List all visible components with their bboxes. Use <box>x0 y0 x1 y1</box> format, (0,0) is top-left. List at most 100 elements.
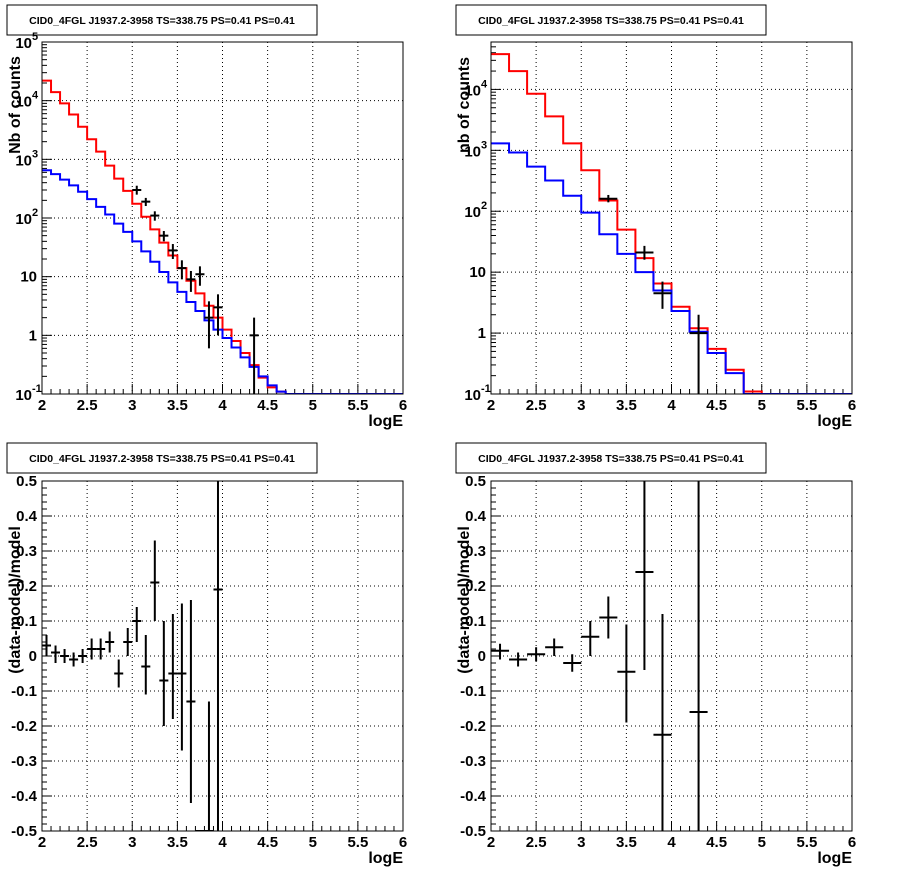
y-tick-label: -0.3 <box>460 753 486 770</box>
x-tick-label: 6 <box>399 397 407 414</box>
model-component-step-line <box>42 169 403 394</box>
x-axis-label: logE <box>817 413 852 430</box>
y-tick-label: 10 <box>15 152 32 169</box>
y-tick-label: 0.4 <box>16 508 38 525</box>
x-tick-label: 5 <box>758 834 766 851</box>
chart-title: CID0_4FGL J1937.2-3958 TS=338.75 PS=0.41… <box>29 15 295 27</box>
y-tick-label: 10 <box>464 387 481 404</box>
chart-title: CID0_4FGL J1937.2-3958 TS=338.75 PS=0.41… <box>478 453 744 465</box>
plot-frame <box>490 480 853 832</box>
x-tick-label: 6 <box>848 834 856 851</box>
top-left-spectrum-panel: CID0_4FGL J1937.2-3958 TS=338.75 PS=0.41… <box>6 4 407 430</box>
series-group <box>42 79 403 394</box>
chart-title: CID0_4FGL J1937.2-3958 TS=338.75 PS=0.41… <box>478 15 744 27</box>
x-tick-label: 3 <box>577 834 585 851</box>
x-tick-label: 5.5 <box>796 834 817 851</box>
y-tick-label: -0.1 <box>460 683 486 700</box>
x-tick-label: 2 <box>487 834 495 851</box>
y-tick-label: 10 <box>15 35 32 52</box>
model-component-step-line <box>491 142 852 394</box>
y-tick-label: -0.5 <box>460 823 486 840</box>
y-axis-label: (data-model)/model <box>7 526 24 674</box>
top-right-spectrum-panel: CID0_4FGL J1937.2-3958 TS=338.75 PS=0.41… <box>455 4 856 430</box>
x-tick-label: 2.5 <box>526 397 547 414</box>
x-axis-label: logE <box>368 850 403 867</box>
x-tick-label: 4.5 <box>706 834 727 851</box>
y-tick-label-exponent: 2 <box>481 200 487 212</box>
x-tick-label: 4.5 <box>706 397 727 414</box>
y-tick-label: 10 <box>464 143 481 160</box>
y-tick-label: 0 <box>29 648 37 665</box>
y-tick-label: -0.2 <box>11 718 37 735</box>
y-tick-label: -0.3 <box>11 753 37 770</box>
y-tick-label: 0.2 <box>465 578 486 595</box>
x-tick-label: 5 <box>758 397 766 414</box>
x-axis-label: logE <box>368 413 403 430</box>
x-tick-label: 4.5 <box>257 397 278 414</box>
x-tick-label: 3 <box>577 397 585 414</box>
x-tick-label: 4 <box>667 834 676 851</box>
y-tick-label: 10 <box>469 264 486 281</box>
y-tick-label: 0.5 <box>16 473 37 490</box>
y-tick-label: 10 <box>15 387 32 404</box>
y-tick-label: -0.5 <box>11 823 37 840</box>
x-tick-label: 3 <box>128 834 136 851</box>
y-tick-label: -0.1 <box>11 683 37 700</box>
y-tick-label-exponent: -1 <box>481 383 491 395</box>
x-tick-label: 4 <box>667 397 676 414</box>
series-group <box>491 481 708 831</box>
x-tick-label: 5.5 <box>796 397 817 414</box>
plot-frame <box>490 41 853 395</box>
x-tick-label: 6 <box>399 834 407 851</box>
y-tick-label-exponent: -1 <box>32 383 42 395</box>
y-tick-label: -0.4 <box>460 788 487 805</box>
y-tick-label: 10 <box>20 269 37 286</box>
model-total-step-line <box>42 79 403 394</box>
x-tick-label: 3.5 <box>616 397 637 414</box>
plot-frame <box>41 480 404 832</box>
bottom-left-residual-panel: CID0_4FGL J1937.2-3958 TS=338.75 PS=0.41… <box>6 442 407 867</box>
x-tick-label: 2 <box>38 834 46 851</box>
y-axis-label: Nb of counts <box>7 56 24 154</box>
y-tick-label-exponent: 3 <box>481 139 487 151</box>
chart-title: CID0_4FGL J1937.2-3958 TS=338.75 PS=0.41… <box>29 453 295 465</box>
x-tick-label: 3.5 <box>167 397 188 414</box>
y-tick-label: 0.3 <box>16 543 37 560</box>
y-tick-label-exponent: 5 <box>32 31 38 43</box>
x-tick-label: 5.5 <box>347 397 368 414</box>
title-box <box>455 442 767 474</box>
x-tick-label: 5 <box>309 397 317 414</box>
y-tick-label-exponent: 4 <box>32 90 39 102</box>
bottom-right-residual-panel: CID0_4FGL J1937.2-3958 TS=338.75 PS=0.41… <box>455 442 856 867</box>
series-group <box>491 53 852 394</box>
y-axis-label: (data-model)/model <box>456 526 473 674</box>
x-tick-label: 4 <box>218 834 227 851</box>
y-tick-label: 0.2 <box>16 578 37 595</box>
y-tick-label: 0.5 <box>465 473 486 490</box>
y-tick-label: 1 <box>478 325 486 342</box>
y-tick-label: 0.1 <box>465 613 486 630</box>
plot-frame <box>41 41 404 395</box>
y-tick-label: 0.4 <box>465 508 487 525</box>
y-tick-label: 1 <box>29 327 37 344</box>
x-tick-label: 3.5 <box>616 834 637 851</box>
x-tick-label: 2 <box>487 397 495 414</box>
y-tick-label-exponent: 4 <box>481 78 488 90</box>
title-box <box>6 442 318 474</box>
y-tick-label: -0.2 <box>460 718 486 735</box>
x-tick-label: 2.5 <box>526 834 547 851</box>
y-tick-label: 10 <box>464 82 481 99</box>
x-tick-label: 4 <box>218 397 227 414</box>
x-axis-label: logE <box>817 850 852 867</box>
y-tick-label: 0.3 <box>465 543 486 560</box>
x-tick-label: 2.5 <box>77 834 98 851</box>
x-tick-label: 2.5 <box>77 397 98 414</box>
y-tick-label-exponent: 2 <box>32 207 38 219</box>
y-tick-label: 0 <box>478 648 486 665</box>
y-tick-label: 10 <box>464 204 481 221</box>
x-tick-label: 5 <box>309 834 317 851</box>
series-group <box>42 481 223 831</box>
y-tick-label-exponent: 3 <box>32 148 38 160</box>
y-tick-label: 10 <box>15 94 32 111</box>
